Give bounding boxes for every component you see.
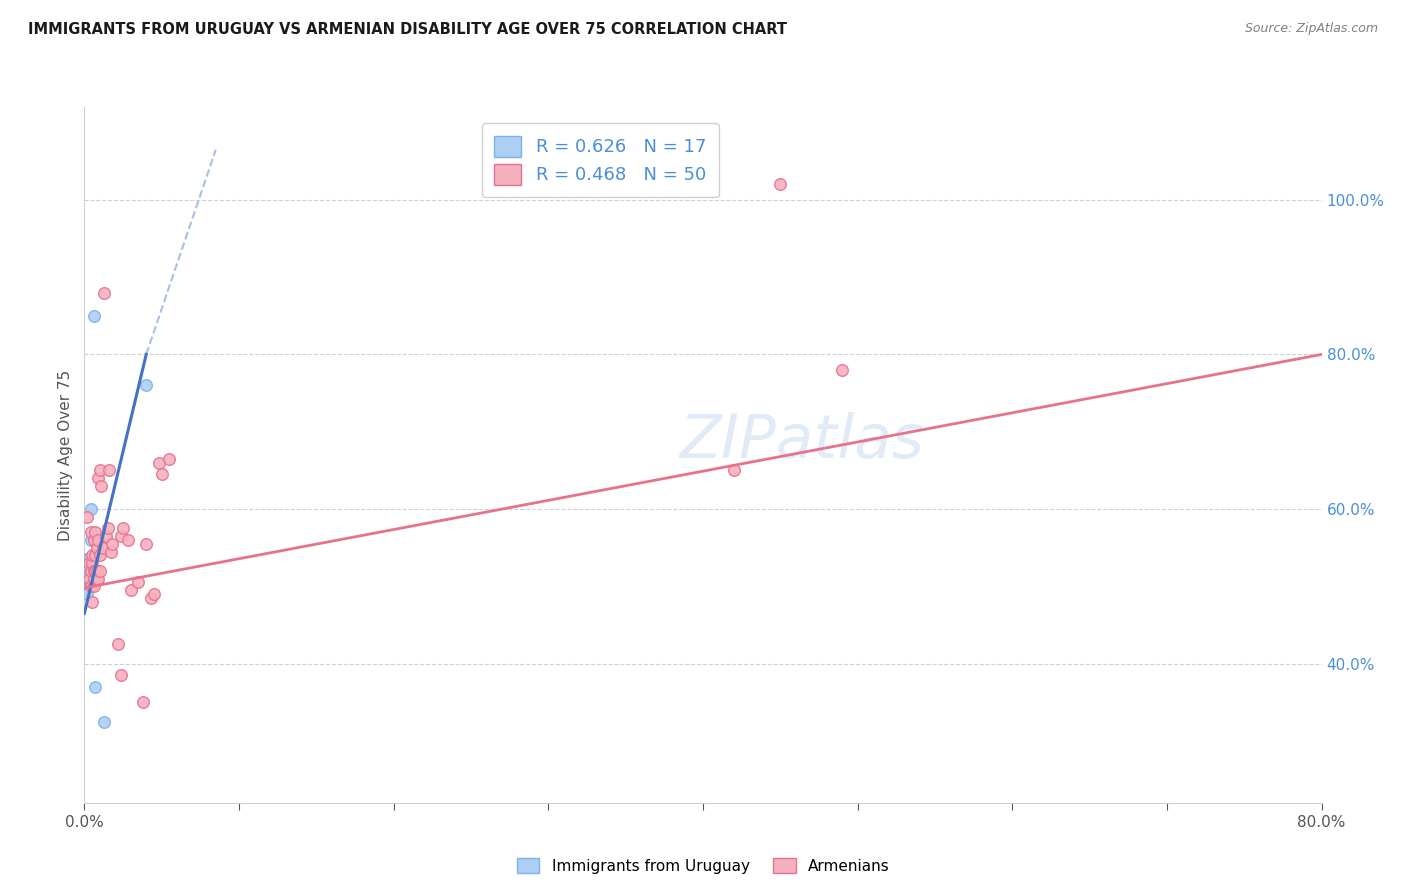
Point bbox=[110, 529, 132, 543]
Point bbox=[84, 564, 107, 578]
Point bbox=[135, 378, 157, 392]
Point bbox=[76, 567, 98, 582]
Y-axis label: Disability Age Over 75: Disability Age Over 75 bbox=[58, 369, 73, 541]
Point bbox=[77, 552, 100, 566]
Point bbox=[84, 525, 107, 540]
Point bbox=[77, 556, 100, 570]
Point bbox=[77, 575, 100, 590]
Point bbox=[79, 502, 101, 516]
Point bbox=[79, 525, 101, 540]
Point bbox=[723, 463, 745, 477]
Point bbox=[87, 533, 110, 547]
Point bbox=[120, 583, 142, 598]
Point bbox=[769, 178, 792, 192]
Point bbox=[76, 583, 98, 598]
Point bbox=[112, 521, 135, 535]
Point bbox=[101, 537, 124, 551]
Point bbox=[84, 680, 107, 694]
Point bbox=[79, 579, 101, 593]
Point bbox=[98, 463, 121, 477]
Point bbox=[110, 668, 132, 682]
Point bbox=[77, 572, 100, 586]
Point bbox=[117, 533, 139, 547]
Point bbox=[75, 552, 97, 566]
Point bbox=[77, 567, 100, 582]
Point bbox=[84, 549, 107, 563]
Point bbox=[83, 579, 105, 593]
Point bbox=[100, 544, 122, 558]
Point bbox=[86, 572, 108, 586]
Point bbox=[87, 471, 110, 485]
Point bbox=[143, 587, 166, 601]
Point bbox=[83, 533, 105, 547]
Point bbox=[83, 564, 105, 578]
Point bbox=[159, 451, 181, 466]
Point bbox=[79, 533, 101, 547]
Point bbox=[91, 541, 114, 555]
Point bbox=[150, 467, 173, 482]
Point bbox=[87, 572, 110, 586]
Point bbox=[97, 521, 120, 535]
Point bbox=[83, 572, 105, 586]
Point bbox=[79, 575, 101, 590]
Legend: R = 0.626   N = 17, R = 0.468   N = 50: R = 0.626 N = 17, R = 0.468 N = 50 bbox=[481, 123, 718, 197]
Point bbox=[77, 572, 100, 586]
Text: ZIPatlas: ZIPatlas bbox=[679, 411, 924, 470]
Text: Source: ZipAtlas.com: Source: ZipAtlas.com bbox=[1244, 22, 1378, 36]
Point bbox=[79, 564, 101, 578]
Point bbox=[94, 529, 117, 543]
Point bbox=[139, 591, 162, 605]
Point bbox=[89, 564, 111, 578]
Point bbox=[82, 556, 104, 570]
Point bbox=[89, 549, 111, 563]
Point bbox=[148, 456, 170, 470]
Point bbox=[86, 564, 108, 578]
Point bbox=[76, 509, 98, 524]
Point bbox=[82, 549, 104, 563]
Point bbox=[128, 575, 150, 590]
Point bbox=[76, 587, 98, 601]
Point bbox=[135, 537, 157, 551]
Point bbox=[75, 560, 97, 574]
Point bbox=[93, 285, 115, 300]
Point bbox=[107, 637, 129, 651]
Legend: Immigrants from Uruguay, Armenians: Immigrants from Uruguay, Armenians bbox=[510, 852, 896, 880]
Point bbox=[93, 714, 115, 729]
Point bbox=[831, 363, 853, 377]
Point bbox=[83, 309, 105, 323]
Point bbox=[82, 595, 104, 609]
Point bbox=[90, 479, 112, 493]
Point bbox=[86, 541, 108, 555]
Point bbox=[132, 695, 155, 709]
Point bbox=[76, 575, 98, 590]
Text: IMMIGRANTS FROM URUGUAY VS ARMENIAN DISABILITY AGE OVER 75 CORRELATION CHART: IMMIGRANTS FROM URUGUAY VS ARMENIAN DISA… bbox=[28, 22, 787, 37]
Point bbox=[89, 463, 111, 477]
